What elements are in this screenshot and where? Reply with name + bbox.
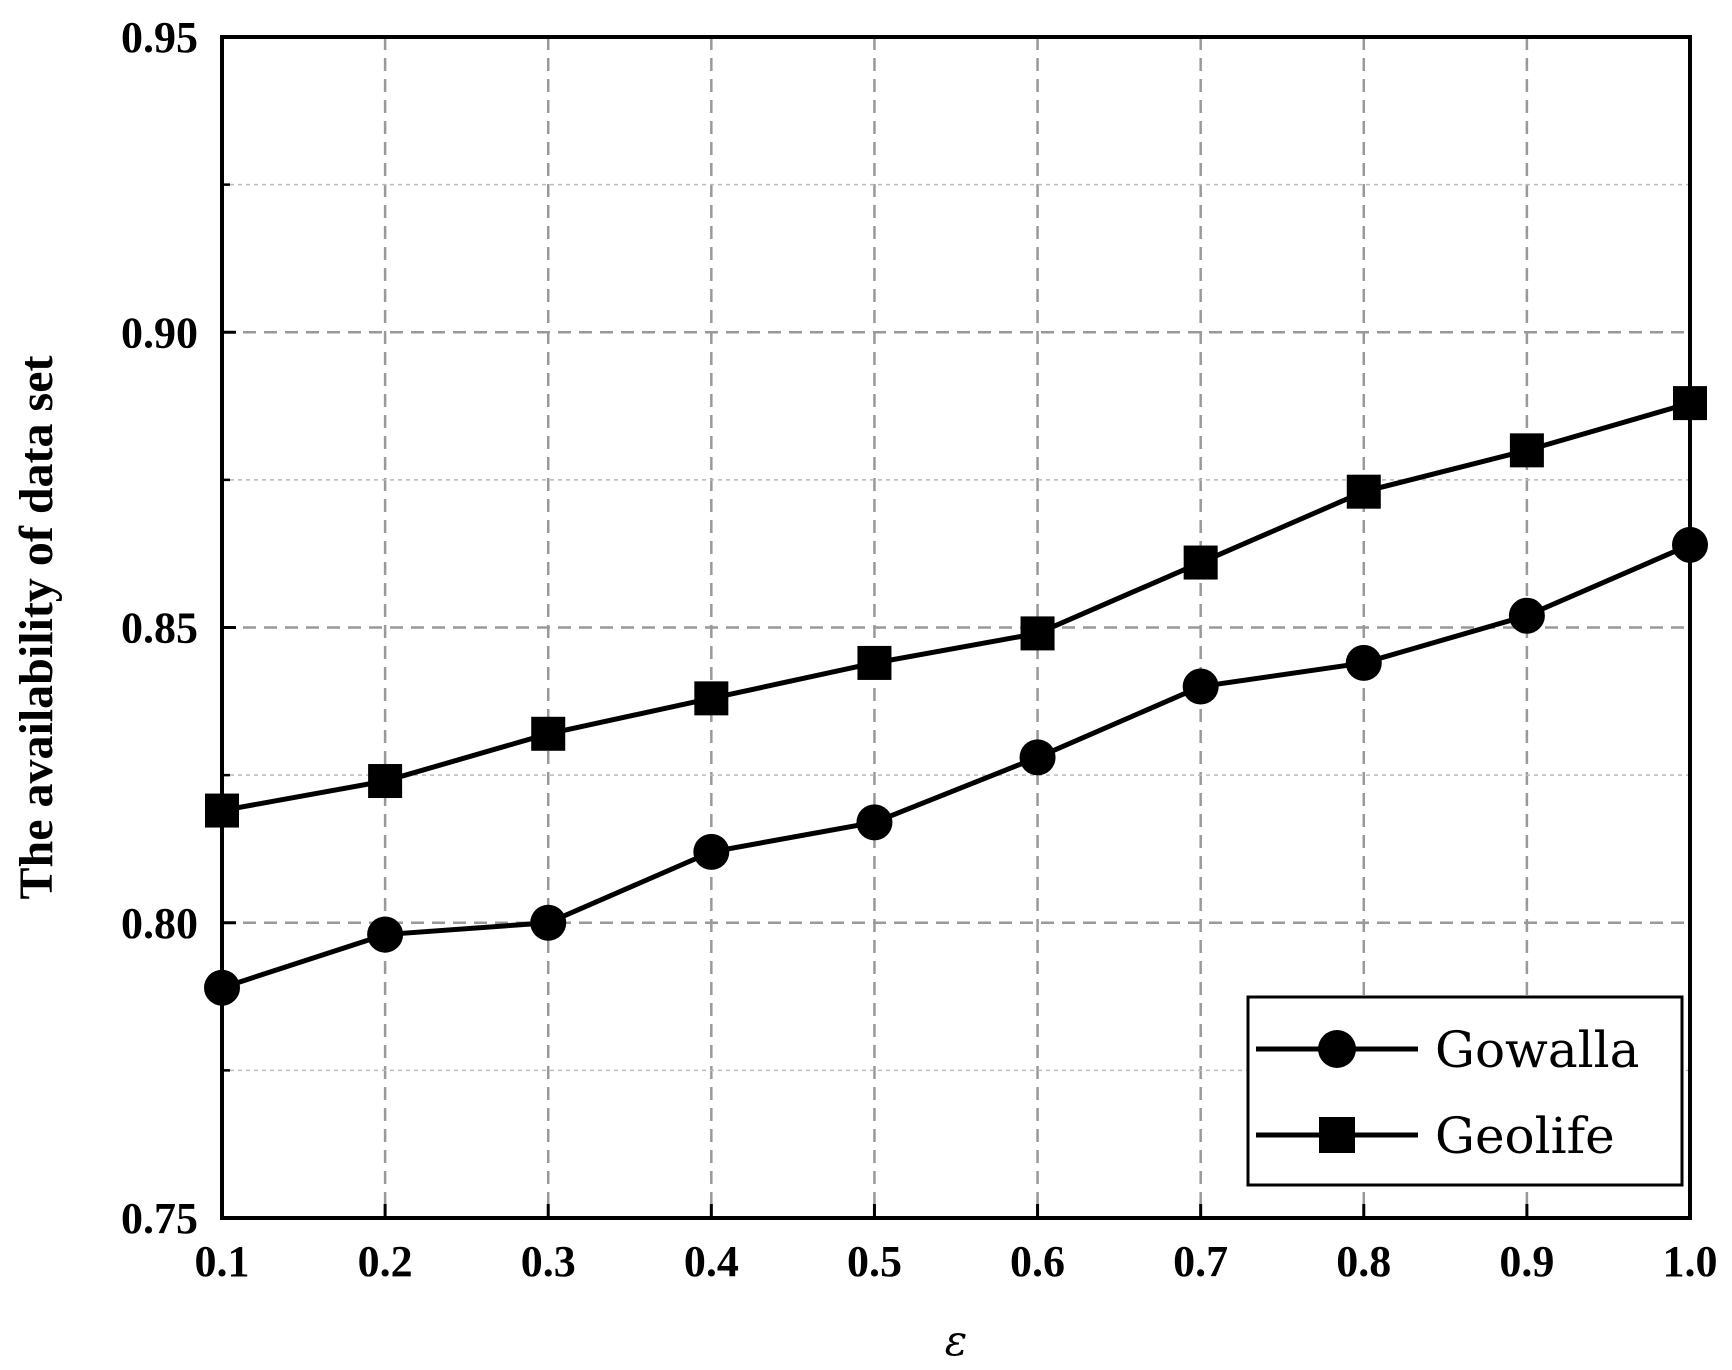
y-tick-label: 0.90 — [121, 308, 198, 357]
x-axis-title: ε — [945, 1316, 968, 1365]
y-tick-labels: 0.75 0.80 0.85 0.90 0.95 — [121, 13, 198, 1243]
data-point-geolife — [1183, 545, 1218, 580]
data-point-gowalla — [1345, 644, 1382, 681]
data-point-geolife — [694, 681, 729, 716]
data-point-gowalla — [1182, 668, 1219, 705]
y-tick-label: 0.95 — [121, 13, 198, 62]
x-tick-label: 0.5 — [847, 1237, 902, 1286]
x-tick-label: 0.2 — [358, 1237, 413, 1286]
axis-ticks — [220, 35, 1692, 1220]
data-point-geolife — [368, 764, 403, 799]
data-point-geolife — [1020, 616, 1055, 651]
data-point-geolife — [1509, 433, 1544, 468]
legend-item-gowalla: Gowalla — [1256, 1021, 1639, 1079]
y-tick-label: 0.80 — [121, 899, 198, 948]
x-tick-label: 0.7 — [1173, 1237, 1228, 1286]
x-tick-label: 0.9 — [1499, 1237, 1554, 1286]
x-tick-label: 0.3 — [521, 1237, 576, 1286]
series-line-geolife — [221, 400, 1691, 814]
data-point-geolife — [531, 716, 566, 751]
data-point-gowalla — [693, 833, 730, 870]
x-tick-label: 0.4 — [684, 1237, 739, 1286]
legend-marker-square — [1319, 1117, 1355, 1153]
x-tick-label: 0.1 — [195, 1237, 250, 1286]
data-point-geolife — [1346, 474, 1381, 509]
x-tick-label: 0.6 — [1010, 1237, 1065, 1286]
series-line-gowalla — [221, 542, 1691, 991]
data-point-gowalla — [530, 904, 567, 941]
y-axis-title: The availability of data set — [10, 355, 63, 899]
x-tick-label: 0.8 — [1336, 1237, 1391, 1286]
x-tick-label: 1.0 — [1663, 1237, 1718, 1286]
data-point-gowalla — [856, 804, 893, 841]
series-geolife — [205, 386, 1707, 828]
legend-item-geolife: Geolife — [1256, 1107, 1615, 1165]
legend: Gowalla Geolife — [1246, 995, 1684, 1187]
data-point-gowalla — [1508, 597, 1545, 634]
legend-box — [1246, 995, 1684, 1187]
legend-marker-circle — [1318, 1030, 1356, 1068]
series-layer — [204, 386, 1708, 1006]
data-point-gowalla — [367, 916, 404, 953]
legend-label: Gowalla — [1435, 1021, 1639, 1079]
x-tick-labels: 0.1 0.2 0.3 0.4 0.5 0.6 0.7 0.8 0.9 1.0 — [195, 1237, 1718, 1286]
y-tick-label: 0.85 — [121, 604, 198, 653]
data-point-gowalla — [1019, 739, 1056, 776]
y-tick-label: 0.75 — [121, 1194, 198, 1243]
legend-label: Geolife — [1435, 1107, 1615, 1165]
data-point-geolife — [857, 645, 892, 680]
